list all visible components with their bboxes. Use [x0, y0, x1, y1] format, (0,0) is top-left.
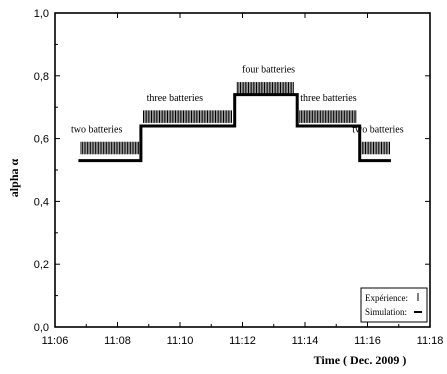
- x-tick-label: 11:06: [42, 335, 69, 347]
- x-tick-label: 11:18: [417, 335, 444, 347]
- legend-box: [360, 287, 428, 323]
- x-tick-label: 11:16: [354, 335, 381, 347]
- battery-annotation: two batteries: [352, 124, 403, 135]
- x-tick-label: 11:12: [229, 335, 256, 347]
- simulation-line: [78, 93, 391, 163]
- y-tick-label: 0,0: [34, 322, 49, 334]
- y-tick-label: 0,4: [34, 196, 49, 208]
- x-tick-label: 11:14: [292, 335, 319, 347]
- x-axis-label: Time ( Dec. 2009 ): [314, 353, 407, 367]
- legend-label: Simulation:: [365, 307, 407, 317]
- x-tick-label: 11:08: [104, 335, 131, 347]
- battery-annotation: four batteries: [242, 65, 295, 76]
- battery-annotation: three batteries: [300, 93, 356, 104]
- legend-label: Expérience:: [365, 293, 408, 303]
- y-tick-label: 0,6: [34, 134, 49, 146]
- battery-annotation: two batteries: [71, 124, 122, 135]
- battery-annotation: three batteries: [147, 93, 203, 104]
- y-tick-label: 0,8: [34, 71, 49, 83]
- plot-frame: [54, 12, 431, 328]
- y-axis-label: alpha α: [7, 159, 21, 198]
- x-tick-label: 11:10: [167, 335, 194, 347]
- y-tick-label: 1,0: [34, 8, 49, 20]
- y-tick-label: 0,2: [34, 259, 49, 271]
